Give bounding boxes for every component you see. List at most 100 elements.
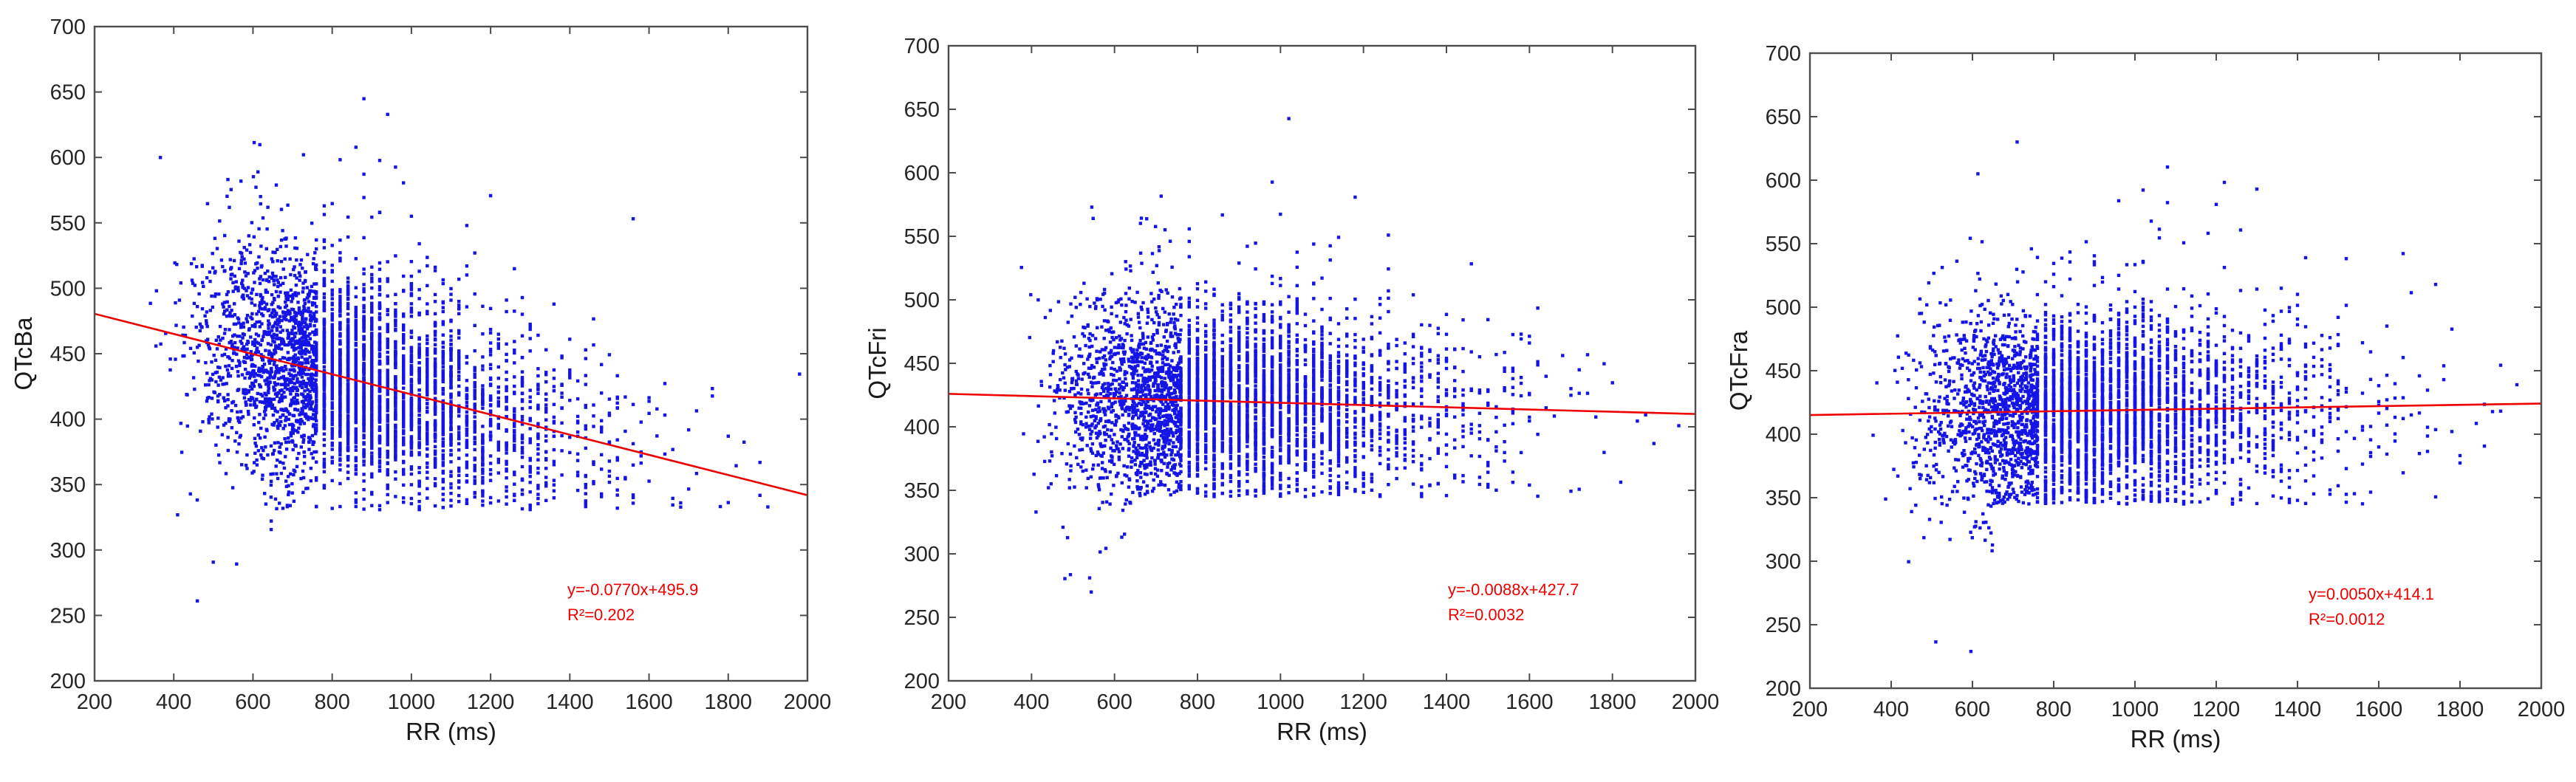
data-point <box>1295 265 1299 270</box>
data-point <box>245 317 248 320</box>
data-point <box>362 479 366 483</box>
data-point <box>488 495 493 500</box>
data-point <box>1111 408 1116 413</box>
data-point <box>315 357 318 360</box>
data-point <box>346 365 350 369</box>
data-point <box>241 332 245 336</box>
data-point <box>298 413 301 416</box>
data-point <box>520 447 525 452</box>
data-point <box>402 496 406 500</box>
data-point <box>230 343 234 346</box>
data-point <box>536 374 540 378</box>
data-point <box>346 417 350 421</box>
data-point <box>310 372 314 376</box>
data-point <box>426 369 429 373</box>
data-point <box>338 419 342 422</box>
data-point <box>216 416 220 420</box>
data-point <box>275 312 279 315</box>
data-point <box>394 323 397 327</box>
data-point <box>192 351 196 355</box>
data-point <box>275 394 279 398</box>
data-point <box>481 355 485 359</box>
data-point <box>306 253 310 256</box>
data-point <box>370 457 374 461</box>
data-point <box>176 513 180 517</box>
data-point <box>386 493 389 497</box>
data-point <box>417 270 421 273</box>
data-point <box>513 425 516 428</box>
data-point <box>265 378 269 382</box>
data-point <box>1195 462 1200 465</box>
data-point <box>279 283 282 287</box>
data-point <box>377 267 382 271</box>
data-point <box>236 346 239 350</box>
data-point <box>230 309 233 312</box>
data-point <box>346 391 350 395</box>
data-point <box>250 387 254 391</box>
data-point <box>647 396 651 399</box>
data-point <box>269 343 273 347</box>
data-point <box>305 286 309 289</box>
data-point <box>1141 301 1145 305</box>
data-point <box>409 405 414 409</box>
data-point <box>394 436 397 439</box>
data-point <box>362 349 366 353</box>
data-point <box>296 431 300 434</box>
data-point <box>267 386 271 391</box>
data-point <box>417 484 421 488</box>
data-point <box>330 368 334 372</box>
data-point <box>291 425 295 430</box>
data-point <box>402 472 406 476</box>
data-point <box>303 357 307 361</box>
data-point <box>505 489 508 493</box>
data-point <box>238 363 242 368</box>
data-point <box>354 331 358 335</box>
data-point <box>1150 318 1154 322</box>
data-point <box>505 469 508 473</box>
data-point <box>291 332 295 336</box>
data-point <box>338 256 342 260</box>
data-point <box>457 353 461 357</box>
data-point <box>256 267 259 270</box>
data-point <box>287 493 290 497</box>
data-point <box>426 379 429 383</box>
data-point <box>256 373 260 377</box>
data-point <box>449 460 453 464</box>
data-point <box>346 349 350 352</box>
data-point <box>313 353 317 357</box>
data-point <box>338 259 342 263</box>
data-point <box>330 411 334 414</box>
data-point <box>245 453 249 457</box>
data-point <box>402 418 406 422</box>
data-point <box>263 435 267 439</box>
data-point <box>338 366 342 369</box>
data-point <box>315 395 318 399</box>
data-point <box>600 363 604 366</box>
data-point <box>1158 416 1162 420</box>
data-point <box>274 320 278 324</box>
data-point <box>441 346 445 349</box>
data-point <box>236 374 240 378</box>
data-point <box>330 414 334 417</box>
data-point <box>277 320 281 324</box>
data-point <box>465 361 469 365</box>
data-point <box>592 425 595 428</box>
data-point <box>330 392 334 396</box>
data-point <box>513 447 516 450</box>
data-point <box>250 317 254 320</box>
data-point <box>1461 480 1465 484</box>
data-point <box>258 436 262 440</box>
data-point <box>293 273 297 278</box>
data-point <box>281 396 285 399</box>
data-point <box>426 390 429 394</box>
data-point <box>238 360 242 365</box>
data-point <box>465 395 469 399</box>
data-point <box>262 448 265 453</box>
data-point <box>234 280 238 284</box>
data-point <box>1403 433 1407 436</box>
data-point <box>409 335 414 339</box>
data-point <box>262 335 265 338</box>
data-point <box>338 314 342 318</box>
data-point <box>663 452 667 456</box>
data-point <box>277 399 281 404</box>
